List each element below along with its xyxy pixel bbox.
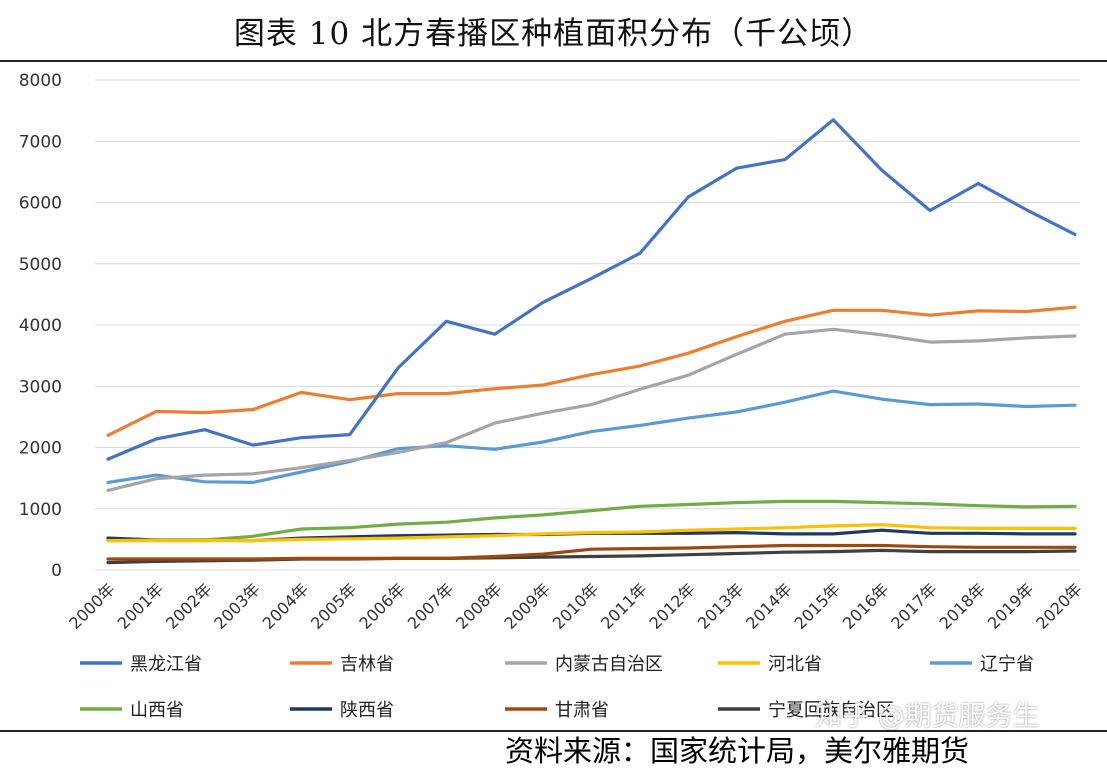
y-tick-label: 5000 [19, 255, 62, 275]
series-line-4 [106, 389, 1077, 484]
x-tick-label: 2003年 [210, 579, 264, 633]
y-tick-label: 7000 [19, 132, 62, 152]
x-tick-label: 2006年 [355, 579, 409, 633]
series-line-2 [106, 327, 1077, 492]
legend-label: 河北省 [768, 654, 822, 675]
x-tick-label: 2008年 [452, 579, 506, 633]
legend-label: 辽宁省 [980, 654, 1034, 675]
legend-label: 山西省 [130, 700, 184, 721]
series-line-7 [106, 543, 1077, 561]
x-tick-label: 2015年 [791, 579, 845, 633]
y-tick-label: 1000 [19, 500, 62, 520]
y-tick-label: 4000 [19, 316, 62, 336]
legend-item-1: 吉林省 [290, 654, 394, 675]
series-line-0 [106, 118, 1077, 461]
legend-item-8: 宁夏回族自治区 [718, 700, 894, 721]
y-tick-label: 8000 [19, 71, 62, 91]
legend-item-4: 辽宁省 [930, 654, 1034, 675]
x-tick-label: 2005年 [307, 579, 361, 633]
legend-label: 陕西省 [340, 700, 394, 721]
legend-item-6: 陕西省 [290, 700, 394, 721]
x-tick-label: 2014年 [742, 579, 796, 633]
x-tick-label: 2020年 [1032, 579, 1086, 633]
x-tick-label: 2016年 [839, 579, 893, 633]
legend-label: 宁夏回族自治区 [768, 700, 894, 721]
x-tick-label: 2017年 [887, 579, 941, 633]
legend-label: 甘肃省 [555, 700, 609, 721]
series-line-3 [106, 523, 1077, 543]
source-note: 资料来源：国家统计局，美尔雅期货 [505, 734, 970, 768]
legend-label: 吉林省 [340, 654, 394, 675]
legend-item-7: 甘肃省 [505, 700, 609, 721]
series-line-5 [106, 499, 1077, 543]
legend-label: 内蒙古自治区 [555, 654, 663, 675]
legend-item-2: 内蒙古自治区 [505, 654, 663, 675]
x-tick-label: 2012年 [645, 579, 699, 633]
watermark: 知乎 @期货服务生 [815, 701, 1040, 732]
series-line-1 [106, 305, 1077, 437]
x-tick-label: 2011年 [597, 579, 651, 633]
legend-label: 黑龙江省 [130, 654, 202, 675]
x-tick-label: 2009年 [500, 579, 554, 633]
x-tick-label: 2004年 [259, 579, 313, 633]
x-tick-label: 2000年 [65, 579, 119, 633]
legend-item-3: 河北省 [718, 654, 822, 675]
y-tick-label: 2000 [19, 439, 62, 459]
chart-title: 图表 10 北方春播区种植面积分布（千公顷） [233, 15, 874, 52]
x-tick-label: 2010年 [549, 579, 603, 633]
x-tick-label: 2019年 [984, 579, 1038, 633]
y-tick-label: 6000 [19, 194, 62, 214]
y-tick-label: 3000 [19, 377, 62, 397]
x-tick-label: 2001年 [114, 579, 168, 633]
x-tick-label: 2013年 [694, 579, 748, 633]
legend-item-0: 黑龙江省 [80, 654, 202, 675]
footer-rule [0, 730, 1107, 732]
x-tick-label: 2018年 [936, 579, 990, 633]
x-tick-label: 2007年 [404, 579, 458, 633]
legend-item-5: 山西省 [80, 700, 184, 721]
title-bar: 图表 10 北方春播区种植面积分布（千公顷） [0, 0, 1107, 62]
x-tick-label: 2002年 [162, 579, 216, 633]
series-line-8 [106, 548, 1077, 565]
y-tick-label: 0 [51, 561, 62, 581]
